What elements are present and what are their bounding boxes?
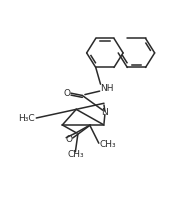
Text: NH: NH <box>100 84 114 93</box>
Text: CH₃: CH₃ <box>100 140 116 150</box>
Text: H₃C: H₃C <box>18 114 34 122</box>
Text: O: O <box>63 89 70 98</box>
Text: CH₃: CH₃ <box>67 150 84 159</box>
Text: N: N <box>102 108 108 117</box>
Text: O: O <box>66 135 73 144</box>
